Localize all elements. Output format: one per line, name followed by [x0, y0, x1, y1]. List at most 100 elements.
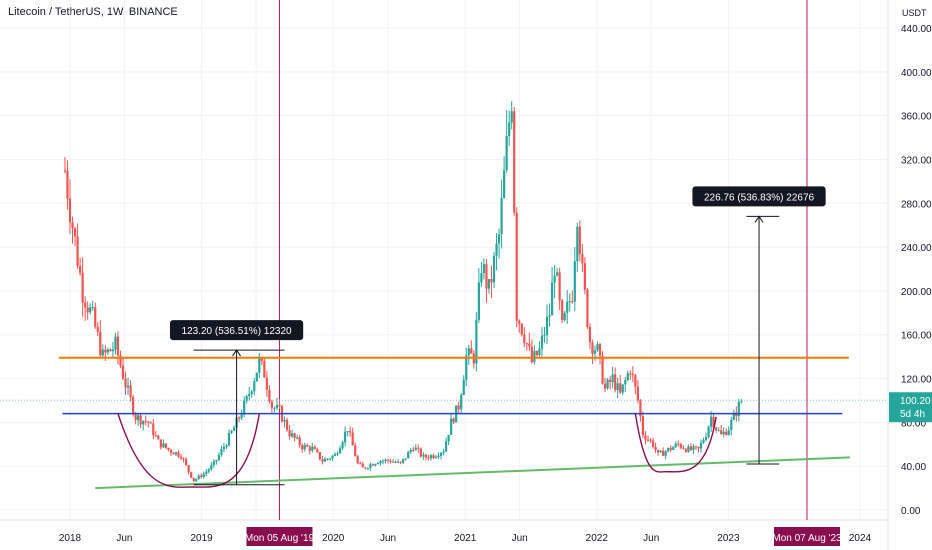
candle-body — [596, 344, 599, 351]
candle-body — [414, 447, 417, 451]
candle-body — [301, 445, 304, 450]
measure-label: 123.20 (536.51%) 12320 — [182, 326, 293, 337]
candle-body — [533, 351, 536, 363]
candle-body — [399, 461, 402, 463]
candle-body — [487, 279, 491, 289]
candle-body — [591, 342, 594, 354]
date-marker-label: Mon 07 Aug '23 — [772, 533, 842, 544]
candle-body — [164, 443, 168, 448]
candle-body — [424, 454, 427, 458]
candle-body — [197, 475, 200, 480]
candle-body — [154, 435, 157, 437]
candle-body — [492, 255, 496, 283]
candle-body — [457, 405, 460, 410]
candle-body — [677, 443, 680, 445]
x-tick-label: 2021 — [454, 533, 477, 544]
candle-body — [450, 418, 453, 435]
candle-body — [699, 442, 703, 449]
candle-body — [361, 463, 364, 468]
date-marker-badge — [246, 527, 313, 546]
candle-body — [384, 459, 387, 461]
candle-body — [288, 430, 291, 437]
candle-body — [147, 421, 150, 423]
candle-body — [258, 357, 261, 373]
candle-body — [634, 375, 637, 387]
candle-body — [381, 460, 385, 462]
y-tick-label: 360.00 — [901, 112, 932, 123]
candle-body — [66, 170, 69, 199]
candle-body — [497, 234, 501, 244]
candle-body — [376, 462, 380, 465]
chart-title: Litecoin / TetherUS, 1W, BINANCE — [8, 6, 178, 18]
candle-body — [727, 430, 730, 435]
candle-body — [530, 346, 533, 363]
candle-body — [379, 461, 382, 463]
candle-body — [177, 452, 180, 457]
candle-body — [704, 436, 708, 441]
candle-body — [639, 400, 642, 417]
candle-body — [662, 450, 665, 456]
candle-body — [298, 437, 301, 446]
candle-body — [503, 170, 506, 198]
x-tick-label: Jun — [380, 533, 396, 544]
candle-body — [220, 449, 223, 455]
candle-body — [129, 385, 132, 398]
candle-body — [659, 450, 662, 453]
candle-body — [142, 420, 145, 425]
candle-body — [270, 401, 274, 408]
candle-body — [571, 301, 574, 303]
candle-body — [475, 319, 478, 364]
candle-body — [561, 300, 564, 321]
candle-body — [586, 289, 589, 327]
candle-body — [679, 443, 682, 448]
candle-body — [429, 455, 433, 459]
candle-body — [654, 446, 657, 450]
y-tick-label: 80.00 — [901, 418, 926, 429]
candle-body — [134, 414, 137, 421]
candle-body — [94, 307, 97, 327]
candle-body — [621, 384, 624, 393]
candle-body — [121, 365, 125, 379]
candle-body — [182, 458, 185, 460]
candle-body — [255, 372, 258, 382]
candle-body — [243, 400, 246, 415]
candle-body — [114, 336, 117, 350]
candle-body — [465, 355, 468, 380]
candle-body — [735, 412, 738, 417]
bar-countdown: 5d 4h — [900, 409, 925, 420]
y-tick-label: 440.00 — [901, 24, 932, 35]
candle-body — [260, 357, 263, 361]
candle-body — [356, 456, 359, 464]
candle-body — [222, 446, 226, 450]
candle-body — [447, 434, 450, 442]
measure-label: 226.76 (536.83%) 22676 — [704, 192, 815, 203]
candle-body — [328, 458, 332, 460]
candle-body — [293, 433, 296, 438]
candle-body — [371, 464, 374, 466]
candle-body — [452, 418, 455, 423]
candle-body — [651, 440, 655, 447]
candle-body — [646, 439, 650, 441]
candle-body — [715, 427, 718, 431]
x-tick-label: Jun — [116, 533, 132, 544]
candle-body — [717, 430, 720, 432]
candle-body — [578, 226, 581, 254]
candle-body — [275, 404, 279, 408]
x-tick-label: 2019 — [190, 533, 213, 544]
candle-body — [624, 380, 627, 385]
candle-body — [238, 417, 241, 419]
candle-body — [316, 449, 319, 453]
candle-body — [674, 443, 677, 448]
candle-body — [520, 323, 523, 335]
x-tick-label: Jun — [643, 533, 659, 544]
y-tick-label: 200.00 — [901, 287, 932, 298]
candle-body — [437, 455, 440, 457]
candle-body — [490, 279, 493, 283]
candle-body — [510, 111, 513, 123]
candle-body — [389, 460, 392, 463]
candle-body — [513, 111, 516, 213]
candle-body — [101, 349, 104, 356]
candle-body — [568, 301, 571, 303]
candle-body — [641, 416, 645, 436]
